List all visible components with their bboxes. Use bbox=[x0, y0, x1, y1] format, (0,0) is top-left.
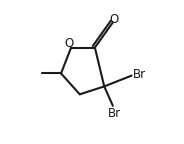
Text: O: O bbox=[64, 37, 74, 50]
Text: Br: Br bbox=[108, 107, 121, 120]
Text: Br: Br bbox=[133, 68, 146, 81]
Text: O: O bbox=[110, 13, 119, 26]
